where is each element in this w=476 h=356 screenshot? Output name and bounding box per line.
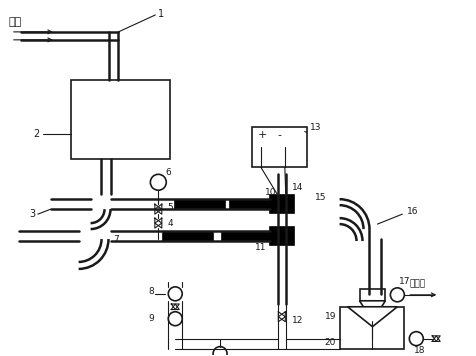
Bar <box>175 200 225 209</box>
Bar <box>222 232 271 241</box>
Bar <box>163 232 213 241</box>
Circle shape <box>168 312 182 326</box>
Text: 4: 4 <box>167 219 172 227</box>
Text: 10: 10 <box>264 188 276 197</box>
Bar <box>229 200 279 209</box>
Polygon shape <box>359 301 385 321</box>
Circle shape <box>213 347 227 356</box>
Circle shape <box>168 287 182 301</box>
Text: 抽真空: 抽真空 <box>408 279 425 288</box>
Text: 13: 13 <box>309 123 320 132</box>
Text: 5: 5 <box>167 203 173 212</box>
Bar <box>339 307 404 349</box>
Text: 7: 7 <box>113 235 119 244</box>
Text: 18: 18 <box>414 346 425 355</box>
Text: 19: 19 <box>324 312 336 321</box>
Text: 16: 16 <box>407 206 418 216</box>
Text: 6: 6 <box>165 168 171 177</box>
Text: 2: 2 <box>33 130 39 140</box>
Text: 15: 15 <box>314 193 326 202</box>
Polygon shape <box>347 307 397 327</box>
Bar <box>251 127 306 167</box>
Bar <box>70 80 170 159</box>
Bar <box>359 289 385 301</box>
Text: +: + <box>258 130 267 141</box>
Text: -: - <box>277 130 281 141</box>
Circle shape <box>389 288 404 302</box>
Text: 17: 17 <box>398 277 410 286</box>
Text: 进水: 进水 <box>9 17 22 27</box>
Bar <box>269 195 293 213</box>
Text: 3: 3 <box>29 209 35 219</box>
Bar <box>269 227 293 245</box>
Circle shape <box>408 332 422 346</box>
Circle shape <box>150 174 166 190</box>
Text: 8: 8 <box>148 287 154 296</box>
Text: 14: 14 <box>291 183 303 192</box>
Text: 12: 12 <box>291 316 303 325</box>
Text: 11: 11 <box>254 242 266 251</box>
Text: 9: 9 <box>148 314 154 323</box>
Text: 20: 20 <box>324 338 335 347</box>
Text: 1: 1 <box>158 9 164 19</box>
